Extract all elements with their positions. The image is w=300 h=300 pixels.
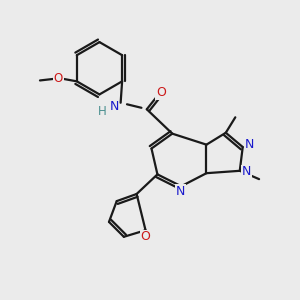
Text: N: N [242,166,251,178]
Text: O: O [54,73,63,85]
Text: N: N [244,138,254,151]
Text: O: O [141,230,151,243]
Text: O: O [156,86,166,99]
Text: N: N [176,185,185,198]
Text: N: N [110,100,119,113]
Text: H: H [98,105,106,118]
